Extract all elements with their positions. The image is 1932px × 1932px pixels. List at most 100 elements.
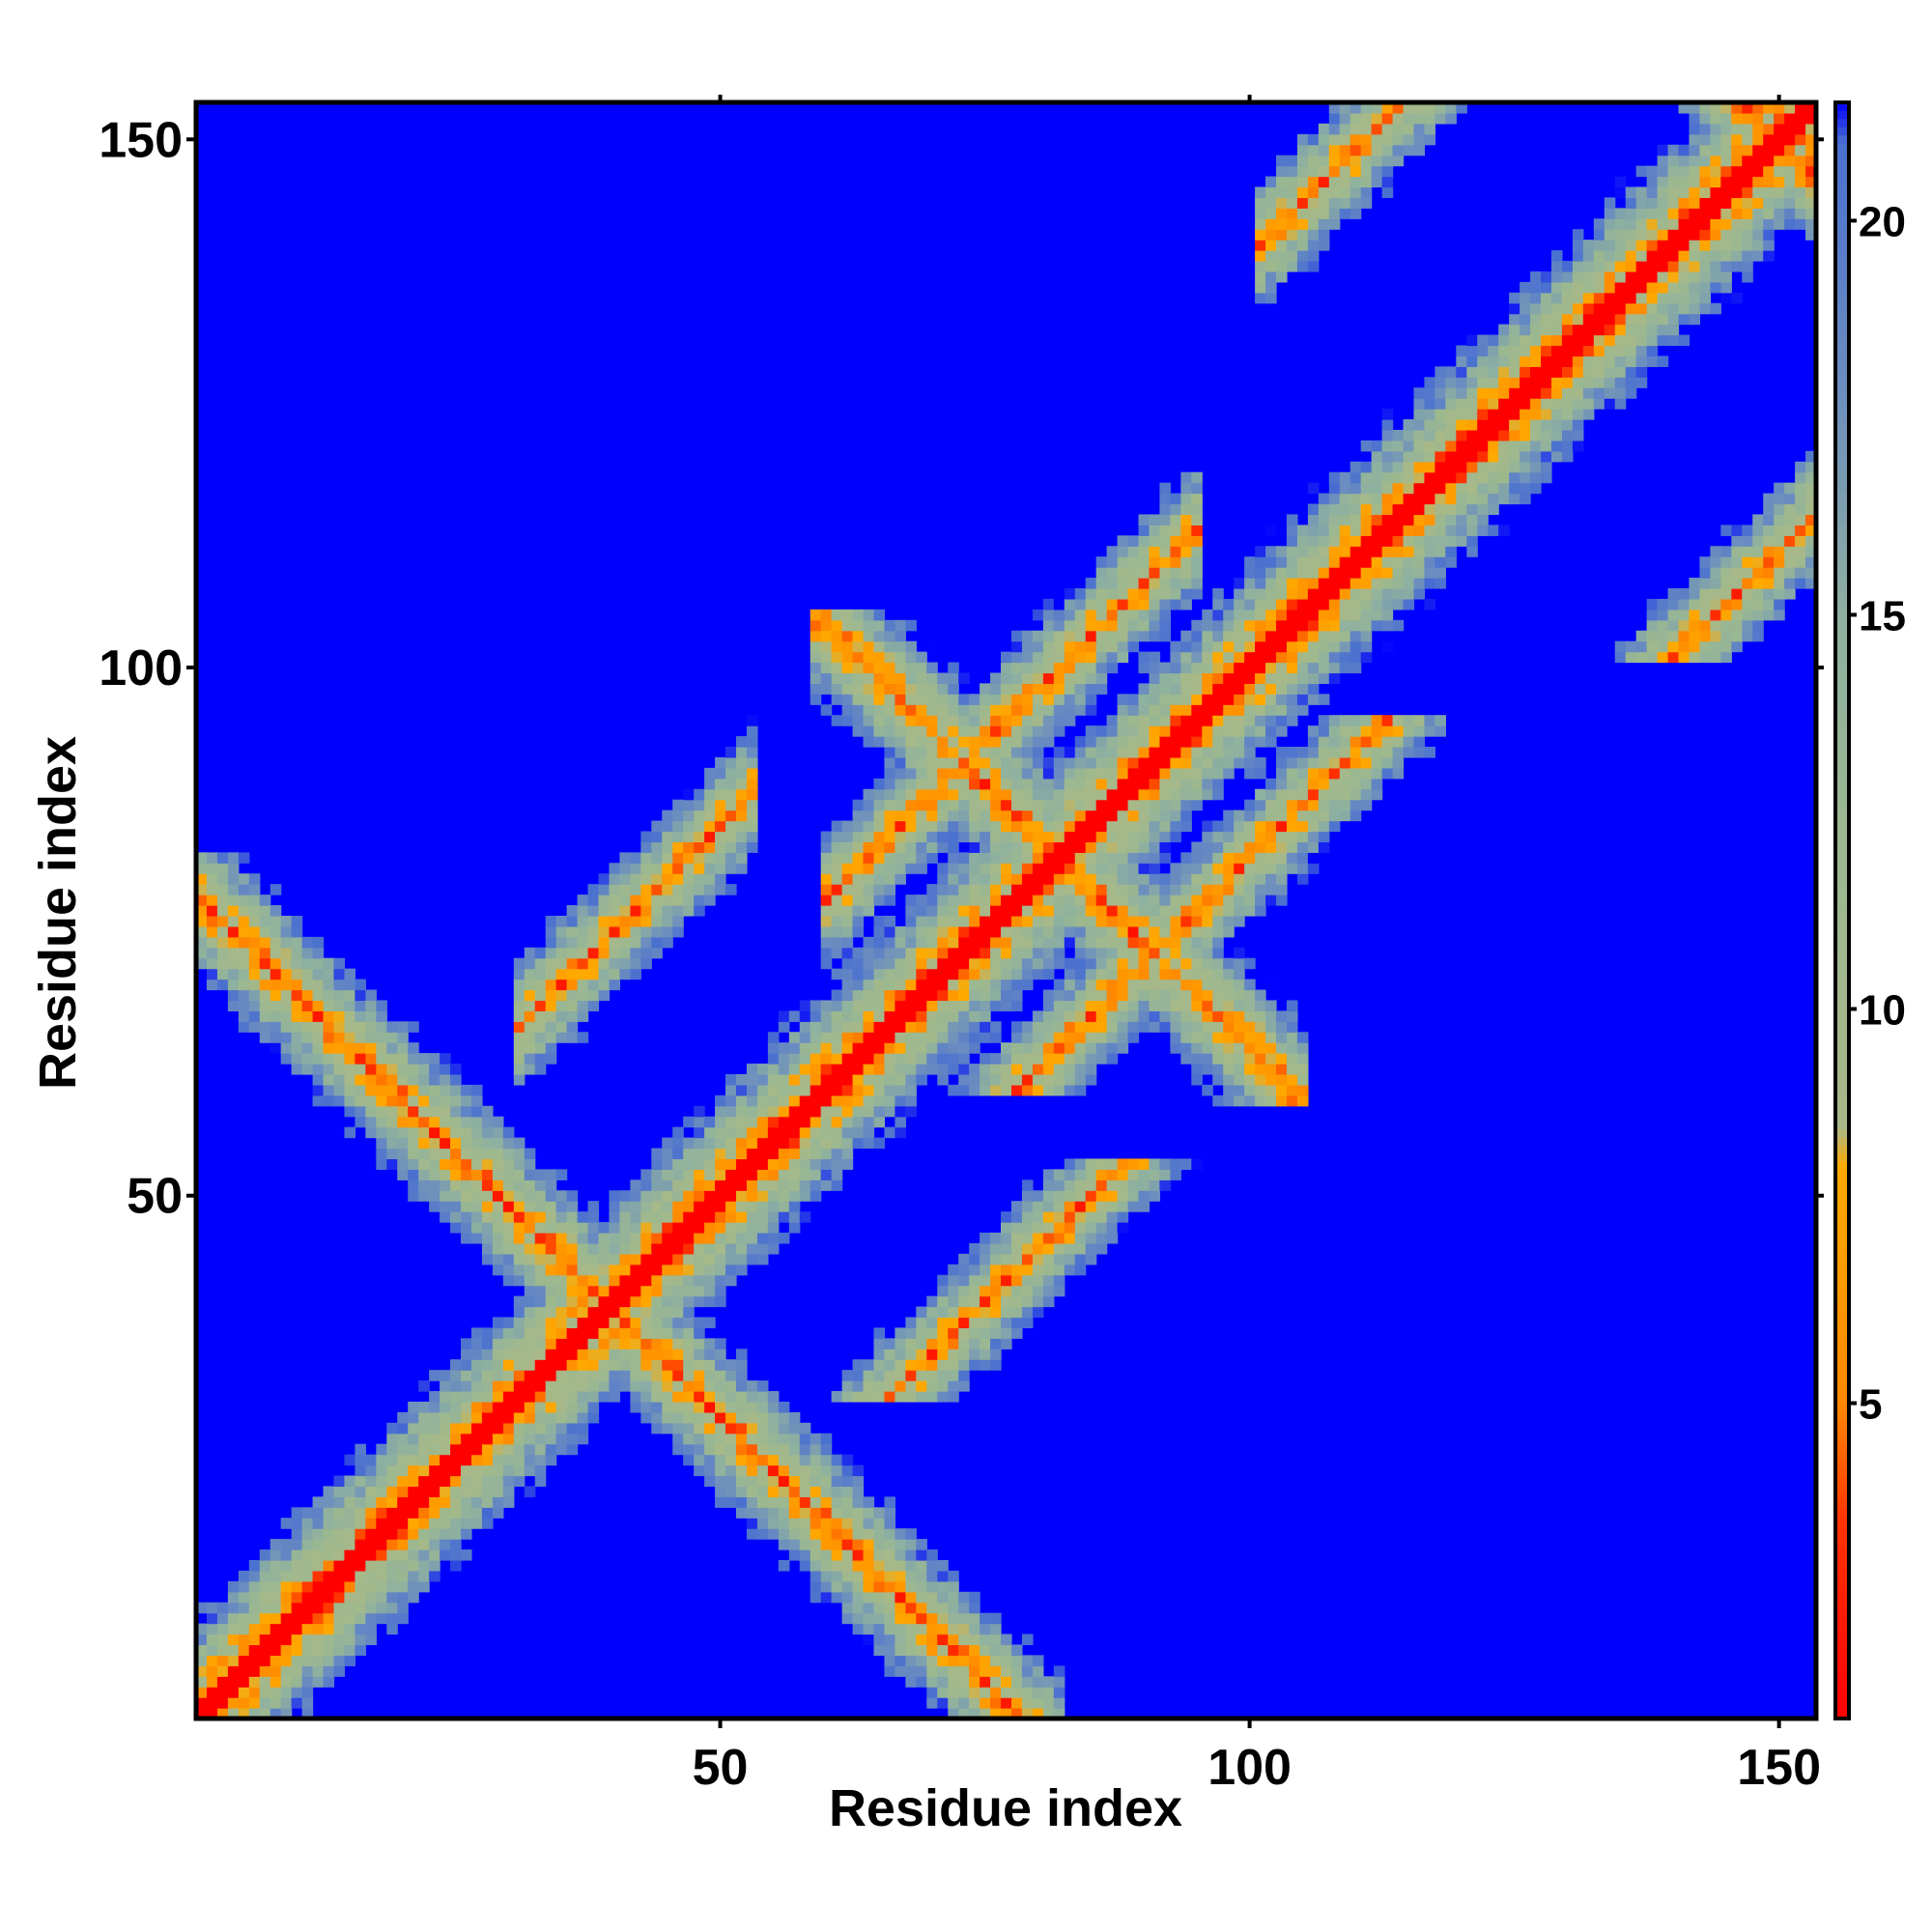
- heatmap-cell: [386, 1021, 398, 1033]
- heatmap-cell: [694, 1264, 705, 1276]
- heatmap-cell: [1180, 747, 1192, 758]
- heatmap-cell: [312, 1559, 325, 1572]
- heatmap-cell: [1191, 556, 1203, 568]
- heatmap-cell: [323, 1655, 335, 1666]
- heatmap-cell: [969, 884, 980, 895]
- heatmap-cell: [1138, 1201, 1151, 1212]
- heatmap-cell: [609, 1285, 621, 1297]
- heatmap-cell: [216, 1623, 229, 1635]
- heatmap-cell: [715, 831, 726, 843]
- heatmap-cell: [1127, 778, 1140, 790]
- heatmap-cell: [1159, 482, 1171, 495]
- heatmap-cell: [418, 1539, 430, 1550]
- heatmap-cell: [1127, 799, 1140, 811]
- heatmap-cell: [280, 1042, 293, 1054]
- heatmap-cell: [905, 841, 917, 853]
- heatmap-cell: [1296, 799, 1309, 811]
- heatmap-cell: [1117, 736, 1129, 748]
- heatmap-cell: [1350, 461, 1362, 473]
- heatmap-cell: [937, 715, 949, 726]
- heatmap-cell: [1085, 1010, 1097, 1022]
- heatmap-cell: [1127, 715, 1140, 726]
- heatmap-cell: [513, 1148, 526, 1160]
- heatmap-cell: [502, 1464, 515, 1477]
- heatmap-cell: [1202, 1084, 1213, 1096]
- heatmap-cell: [587, 1327, 600, 1339]
- heatmap-cell: [1255, 672, 1266, 684]
- heatmap-cell: [873, 1105, 886, 1118]
- heatmap-cell: [524, 1486, 536, 1497]
- heatmap-cell: [767, 1032, 780, 1043]
- heatmap-cell: [270, 1612, 282, 1625]
- heatmap-cell: [873, 704, 886, 716]
- heatmap-cell: [481, 1411, 494, 1424]
- heatmap-cell: [344, 1042, 356, 1054]
- heatmap-cell: [1106, 725, 1119, 737]
- heatmap-cell: [619, 1233, 631, 1244]
- heatmap-cell: [715, 1433, 726, 1445]
- heatmap-cell: [672, 841, 684, 853]
- heatmap-cell: [1339, 535, 1351, 547]
- heatmap-cell: [873, 778, 886, 790]
- heatmap-cell: [767, 1158, 780, 1170]
- heatmap-cell: [767, 1137, 780, 1150]
- heatmap-cell: [492, 1370, 504, 1381]
- heatmap-cell: [905, 1380, 917, 1392]
- heatmap-cell: [672, 1126, 684, 1139]
- heatmap-cell: [937, 1697, 949, 1709]
- heatmap-cell: [980, 947, 991, 959]
- heatmap-cell: [566, 1401, 579, 1413]
- heatmap-cell: [513, 957, 526, 970]
- heatmap-cell: [1170, 1000, 1181, 1011]
- heatmap-cell: [1234, 989, 1245, 1002]
- heatmap-cell: [1053, 651, 1065, 664]
- heatmap-cell: [1053, 747, 1065, 758]
- heatmap-cell: [937, 936, 949, 949]
- heatmap-cell: [545, 1233, 557, 1244]
- heatmap-cell: [1127, 895, 1140, 906]
- heatmap-cell: [1074, 651, 1087, 664]
- heatmap-cell: [1001, 778, 1012, 790]
- heatmap-cell: [440, 1391, 451, 1403]
- heatmap-cell: [524, 1211, 536, 1223]
- heatmap-cell: [1234, 651, 1245, 664]
- heatmap-cell: [948, 820, 959, 833]
- heatmap-cell: [1276, 694, 1288, 705]
- heatmap-cell: [895, 767, 906, 780]
- heatmap-cell: [1350, 619, 1362, 632]
- heatmap-cell: [672, 831, 684, 843]
- heatmap-cell: [1244, 979, 1256, 991]
- heatmap-cell: [831, 1496, 843, 1508]
- heatmap-cell: [555, 1295, 568, 1308]
- heatmap-cell: [1286, 640, 1298, 653]
- heatmap-cell: [1170, 778, 1181, 790]
- heatmap-cell: [799, 1169, 811, 1180]
- heatmap-cell: [1212, 756, 1224, 769]
- heatmap-cell: [736, 1084, 748, 1096]
- heatmap-cell: [397, 1602, 409, 1614]
- heatmap-cell: [1202, 715, 1213, 726]
- heatmap-cell: [238, 957, 250, 970]
- heatmap-cell: [694, 1137, 705, 1150]
- heatmap-cell: [1223, 968, 1235, 980]
- heatmap-cell: [1117, 989, 1129, 1002]
- heatmap-cell: [1360, 747, 1373, 758]
- heatmap-cell: [1021, 683, 1034, 695]
- heatmap-cell: [841, 1148, 854, 1160]
- heatmap-cell: [312, 1021, 325, 1033]
- heatmap-cell: [1053, 863, 1065, 874]
- heatmap-cell: [1032, 1655, 1044, 1666]
- heatmap-cell: [1234, 662, 1245, 674]
- heatmap-cell: [662, 1148, 673, 1160]
- heatmap-cell: [1106, 756, 1119, 769]
- heatmap-cell: [312, 1496, 325, 1508]
- heatmap-cell: [841, 936, 854, 949]
- heatmap-cell: [1106, 578, 1119, 589]
- heatmap-cell: [926, 704, 938, 716]
- heatmap-cell: [492, 1242, 504, 1255]
- heatmap-cell: [259, 947, 271, 959]
- heatmap-cell: [736, 778, 748, 790]
- heatmap-cell: [799, 1443, 811, 1456]
- heatmap-cell: [884, 1655, 896, 1666]
- heatmap-cell: [1202, 936, 1213, 949]
